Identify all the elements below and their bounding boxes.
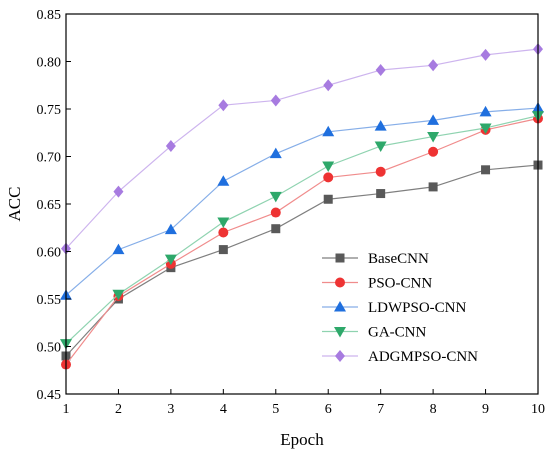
data-point	[218, 99, 229, 112]
data-point	[112, 243, 125, 255]
data-point	[323, 79, 334, 92]
legend-label: BaseCNN	[368, 251, 429, 267]
x-tick-label: 6	[325, 402, 332, 417]
x-tick-label: 8	[430, 402, 437, 417]
data-point	[323, 194, 333, 204]
data-point	[375, 166, 386, 177]
data-point	[428, 182, 438, 192]
data-point	[113, 185, 124, 198]
data-point	[375, 64, 386, 77]
data-point	[165, 140, 176, 153]
series-line	[65, 117, 539, 365]
data-point	[427, 114, 440, 125]
data-point	[217, 217, 230, 229]
x-tick-label: 7	[377, 402, 384, 417]
legend-label: GA-CNN	[368, 325, 426, 341]
legend-label: LDWPSO-CNN	[368, 300, 467, 316]
series-ga-cnn	[60, 111, 544, 350]
legend-item: ADGMPSO-CNN	[322, 349, 478, 365]
data-point	[270, 94, 281, 107]
data-point	[164, 223, 177, 235]
data-point	[112, 289, 125, 301]
data-point	[323, 172, 334, 183]
legend-item: GA-CNN	[322, 325, 426, 341]
legend-label: ADGMPSO-CNN	[368, 349, 478, 365]
y-tick-label: 0.45	[37, 388, 62, 403]
data-point	[269, 191, 282, 203]
legend-marker	[334, 301, 346, 312]
y-tick-label: 0.80	[37, 56, 62, 71]
ticks-layer: 0.45 0.50 0.55 0.60 0.65 0.70 0.75 0.80 0.85 1 2 3 4…	[37, 8, 546, 417]
data-point	[218, 227, 229, 238]
data-point	[428, 146, 439, 157]
y-tick-label: 0.50	[37, 341, 62, 356]
data-point	[376, 189, 386, 199]
y-tick-label: 0.55	[37, 293, 62, 308]
data-point	[428, 59, 439, 72]
series-adgmpso-cnn	[61, 43, 543, 255]
data-point	[322, 161, 335, 172]
y-tick-label: 0.65	[37, 198, 62, 213]
data-point	[269, 147, 282, 159]
legend-marker	[335, 277, 345, 288]
y-tick-label: 0.85	[37, 8, 62, 23]
data-point	[271, 224, 281, 234]
legend-marker	[334, 327, 346, 338]
x-tick-label: 5	[272, 402, 279, 417]
x-tick-label: 10	[531, 402, 545, 417]
data-point	[270, 207, 281, 218]
data-point	[427, 132, 440, 143]
legend: BaseCNN PSO-CNN LDWPSO-CNN GA-CNN ADGMPSO-CN…	[322, 251, 478, 365]
y-tick-label: 0.70	[37, 151, 62, 166]
y-tick-label: 0.75	[37, 103, 62, 118]
legend-item: PSO-CNN	[322, 276, 432, 292]
data-point	[322, 125, 335, 137]
y-tick-label: 0.60	[37, 246, 62, 261]
y-axis-title: ACC	[5, 187, 24, 222]
legend-label: PSO-CNN	[368, 276, 432, 292]
x-tick-label: 2	[115, 402, 122, 417]
data-point	[479, 105, 492, 117]
data-point	[374, 141, 387, 153]
data-point	[374, 120, 387, 131]
plot-area	[66, 14, 538, 394]
series-pso-cnn	[61, 113, 543, 370]
data-point	[217, 175, 230, 186]
legend-marker	[335, 253, 345, 263]
series-line	[65, 115, 539, 345]
x-axis-title: Epoch	[280, 430, 324, 449]
series-line	[65, 107, 539, 296]
data-point	[218, 245, 228, 255]
x-tick-label: 9	[482, 402, 489, 417]
series-line	[65, 164, 539, 357]
data-point	[481, 165, 491, 175]
x-tick-label: 1	[63, 402, 70, 417]
legend-marker	[335, 350, 345, 362]
x-tick-label: 3	[167, 402, 174, 417]
data-point	[479, 123, 492, 134]
series-layer	[60, 43, 544, 370]
x-tick-label: 4	[220, 402, 227, 417]
data-point	[480, 48, 491, 61]
legend-item: BaseCNN	[322, 251, 429, 267]
series-line	[65, 48, 539, 250]
legend-item: LDWPSO-CNN	[322, 300, 467, 316]
data-point	[164, 254, 177, 266]
